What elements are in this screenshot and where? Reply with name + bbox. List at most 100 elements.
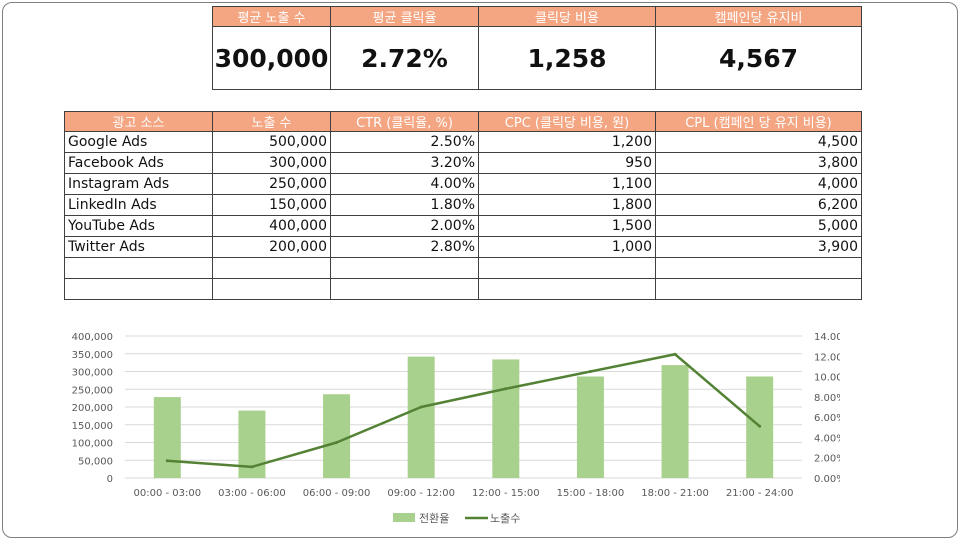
bar [407,356,435,478]
cell-value [330,257,479,279]
table-row: Google Ads 500,000 2.50% 1,200 4,500 [64,131,862,153]
x-tick-label: 09:00 - 12:00 [387,488,455,499]
line-point [250,465,254,469]
cell-source [64,257,213,279]
line-point [673,352,677,356]
line-point [419,405,423,409]
col-header-source: 광고 소스 [64,111,213,132]
col-header-cpl: CPL (캠페인 당 유지 비용) [655,111,862,132]
cell-value: 2.80% [330,236,479,258]
bar [153,397,181,478]
cell-value [212,257,331,279]
y-left-tick-label: 400,000 [72,332,113,343]
x-tick-label: 12:00 - 15:00 [472,488,540,499]
col-header-ctr: CTR (클릭율, %) [330,111,479,132]
cell-value: 3,900 [655,236,862,258]
chart-legend: 전환율 노출수 [393,512,520,525]
cell-source: YouTube Ads [64,215,213,237]
y-left-tick-label: 350,000 [72,350,113,361]
chart-line [165,352,762,469]
table-row [64,257,862,279]
kpi-value-ctr: 2.72% [330,26,479,90]
table-row: Facebook Ads 300,000 3.20% 950 3,800 [64,152,862,174]
cell-value: 1.80% [330,194,479,216]
cell-value: 150,000 [212,194,331,216]
y-right-tick-label: 4.00% [814,433,840,444]
cell-value: 3.20% [330,152,479,174]
bar [661,365,689,478]
cell-value: 4.00% [330,173,479,195]
bar [492,359,520,478]
y-left-tick-label: 0 [107,474,113,485]
impressions-conversion-chart: 0 50,000 100,000 150,000 200,000 250,000 300,0… [72,332,840,525]
bar [576,376,604,478]
cell-value [212,278,331,300]
series-line [167,353,761,469]
y-right-tick-label: 14.00% [814,332,840,343]
ad-source-table: 광고 소스 노출 수 CTR (클릭율, %) CPC (클릭당 비용, 원) … [64,111,862,300]
y-left-tick-label: 250,000 [72,385,113,396]
cell-source: Google Ads [64,131,213,153]
x-tick-label: 03:00 - 06:00 [218,488,286,499]
y-right-tick-label: 12.00% [814,352,840,363]
cell-source: Instagram Ads [64,173,213,195]
cell-value: 3,800 [655,152,862,174]
cell-value: 5,000 [655,215,862,237]
cell-value: 1,000 [478,236,656,258]
table-row [64,278,862,300]
kpi-header-cpl: 캠페인당 유지비 [655,6,862,27]
line-point [588,370,592,373]
kpi-header-impressions: 평균 노출 수 [212,6,331,27]
y-left-tick-label: 150,000 [72,421,113,432]
kpi-summary-table: 평균 노출 수 평균 클릭율 클릭당 비용 캠페인당 유지비 300,000 2… [212,6,862,90]
chart-bars [153,356,774,478]
cell-value: 1,500 [478,215,656,237]
x-tick-label: 18:00 - 21:00 [641,488,709,499]
col-header-cpc: CPC (클릭당 비용, 원) [478,111,656,132]
x-tick-label: 15:00 - 18:00 [557,488,625,499]
kpi-header-ctr: 평균 클릭율 [330,6,479,27]
y-left-tick-label: 300,000 [72,368,113,379]
x-tick-label: 21:00 - 24:00 [726,488,794,499]
line-point [165,459,169,463]
cell-value [478,278,656,300]
cell-value: 400,000 [212,215,331,237]
cell-value [330,278,479,300]
cell-value: 1,200 [478,131,656,153]
cell-value: 2.00% [330,215,479,237]
cell-source: Facebook Ads [64,152,213,174]
y-right-tick-label: 0.00% [814,474,840,485]
table-row: LinkedIn Ads 150,000 1.80% 1,800 6,200 [64,194,862,216]
cell-value: 2.50% [330,131,479,153]
kpi-value-cpl: 4,567 [655,26,862,90]
cell-value: 300,000 [212,152,331,174]
table-row: Instagram Ads 250,000 4.00% 1,100 4,000 [64,173,862,195]
y-left-tick-label: 50,000 [78,456,113,467]
cell-value [655,257,862,279]
cell-value [478,257,656,279]
kpi-value-impressions: 300,000 [212,26,331,90]
kpi-value-cpc: 1,258 [478,26,656,90]
y-left-tick-label: 100,000 [72,439,113,450]
cell-source: Twitter Ads [64,236,213,258]
table-row: Twitter Ads 200,000 2.80% 1,000 3,900 [64,236,862,258]
y-right-tick-label: 8.00% [814,393,840,404]
cell-value [655,278,862,300]
cell-value: 500,000 [212,131,331,153]
y-right-tick-label: 10.00% [814,373,840,384]
table-row: YouTube Ads 400,000 2.00% 1,500 5,000 [64,215,862,237]
y-left-tick-label: 200,000 [72,403,113,414]
y-right-tick-label: 2.00% [814,454,840,465]
line-point [758,424,762,428]
kpi-header-cpc: 클릭당 비용 [478,6,656,27]
chart-tick-labels: 0 50,000 100,000 150,000 200,000 250,000 300,0… [72,332,840,499]
legend-label-line: 노출수 [490,512,520,525]
legend-label-bar: 전환율 [419,512,449,525]
cell-source: LinkedIn Ads [64,194,213,216]
cell-value: 200,000 [212,236,331,258]
x-tick-label: 06:00 - 09:00 [303,488,371,499]
cell-value: 950 [478,152,656,174]
bar [323,394,351,478]
cell-value: 1,100 [478,173,656,195]
y-right-tick-label: 6.00% [814,413,840,424]
